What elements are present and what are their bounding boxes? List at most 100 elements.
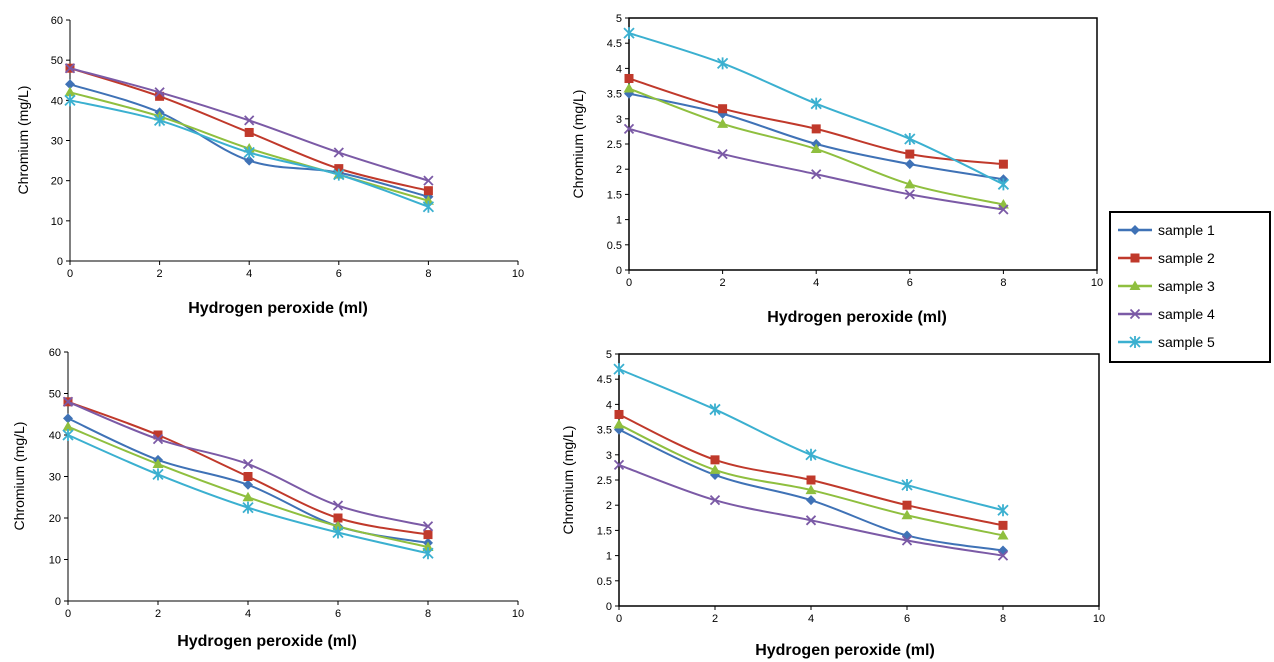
legend-marker: [1129, 336, 1141, 348]
series-4: [62, 396, 434, 532]
x-tick-label: 4: [813, 277, 819, 289]
legend: sample 1 sample 2 sample 3 sample 4 sample 5: [1109, 211, 1271, 363]
data-point: [333, 147, 344, 158]
x-tick-label: 2: [157, 268, 163, 280]
data-point: [901, 535, 913, 546]
series-4: [623, 123, 1009, 215]
x-tick-label: 0: [616, 613, 622, 625]
x-tick-label: 8: [1000, 277, 1006, 289]
legend-label: sample 1: [1158, 222, 1215, 238]
data-point: [153, 114, 166, 127]
series-2: [65, 63, 433, 196]
legend-entry: sample 1: [1118, 222, 1215, 238]
y-tick-label: 4.5: [597, 374, 612, 386]
data-point: [333, 513, 343, 523]
data-point: [63, 413, 73, 424]
legend-label: sample 3: [1158, 278, 1215, 294]
data-point: [152, 458, 164, 469]
x-tick-label: 0: [626, 277, 632, 289]
data-point: [334, 164, 344, 174]
data-point: [905, 149, 915, 159]
data-point: [332, 526, 344, 539]
x-tick-label: 8: [425, 608, 431, 620]
legend-label: sample 4: [1158, 306, 1215, 322]
y-tick-label: 40: [51, 95, 63, 107]
y-tick-label: 2: [616, 164, 622, 176]
data-point: [153, 430, 163, 440]
chart-panel-1: 0 10 20 30 40 50 60 0 2 4 6 8 10 Hydrogen peroxide (m…: [15, 15, 524, 317]
data-point: [613, 419, 625, 429]
series-5: [623, 27, 1010, 191]
data-point: [332, 500, 344, 511]
data-point: [709, 464, 721, 474]
legend-entry: sample 4: [1118, 306, 1215, 322]
x-tick-label: 2: [155, 608, 161, 620]
data-point: [624, 73, 634, 83]
x-tick-label: 4: [808, 613, 814, 625]
y-tick-label: 4: [606, 399, 612, 411]
series-2: [614, 409, 1008, 530]
data-point: [243, 479, 253, 490]
data-point: [422, 195, 434, 205]
data-point: [623, 123, 635, 135]
y-tick-label: 3.5: [607, 89, 622, 101]
data-point: [810, 143, 822, 154]
data-point: [716, 57, 729, 70]
series-4: [64, 63, 434, 186]
data-point: [810, 97, 822, 110]
data-point: [718, 104, 728, 114]
data-point: [710, 455, 720, 465]
data-point: [806, 495, 816, 506]
y-tick-label: 2.5: [607, 139, 622, 151]
y-tick-label: 1: [606, 551, 612, 563]
y-tick-label: 1: [616, 215, 622, 227]
legend-entry: sample 2: [1118, 250, 1215, 266]
data-point: [811, 124, 821, 134]
legend-label: sample 2: [1158, 250, 1215, 266]
data-point: [423, 175, 434, 186]
data-point: [423, 186, 433, 196]
data-point: [901, 479, 913, 492]
y-tick-label: 2.5: [597, 475, 612, 487]
x-axis-label: Hydrogen peroxide (ml): [767, 309, 947, 326]
y-axis-label: Chromium (mg/L): [560, 426, 576, 535]
data-point: [805, 448, 817, 461]
data-point: [806, 475, 816, 485]
series-3: [613, 419, 1009, 540]
y-tick-label: 1.5: [607, 189, 622, 201]
data-point: [811, 169, 822, 180]
data-point: [904, 189, 915, 200]
data-point: [155, 91, 165, 101]
data-point: [332, 520, 344, 531]
x-tick-label: 0: [65, 608, 71, 620]
series-5: [64, 94, 435, 213]
series-5: [613, 363, 1009, 517]
data-point: [242, 458, 254, 470]
plot-area-border: [618, 353, 1100, 607]
data-point: [717, 148, 728, 160]
legend-marker: [1130, 225, 1140, 235]
y-tick-label: 0: [616, 265, 622, 277]
data-point: [805, 484, 817, 495]
legend-marker: [1130, 253, 1140, 263]
data-point: [805, 515, 817, 526]
y-axis-label: Chromium (mg/L): [11, 422, 27, 531]
y-tick-label: 4: [616, 63, 622, 75]
y-tick-label: 60: [49, 347, 61, 359]
data-point: [62, 429, 74, 441]
x-tick-label: 0: [67, 268, 73, 280]
legend-label: sample 5: [1158, 334, 1215, 350]
y-tick-label: 30: [51, 136, 63, 148]
data-point: [243, 146, 255, 159]
data-point: [902, 500, 912, 510]
x-tick-label: 10: [512, 608, 524, 620]
y-tick-label: 40: [49, 430, 61, 442]
data-point: [998, 159, 1008, 169]
y-tick-label: 60: [51, 15, 63, 27]
y-tick-label: 10: [51, 216, 63, 228]
series-5: [62, 429, 434, 560]
y-tick-label: 50: [51, 55, 63, 67]
data-point: [242, 491, 254, 502]
y-tick-label: 0: [57, 256, 63, 268]
